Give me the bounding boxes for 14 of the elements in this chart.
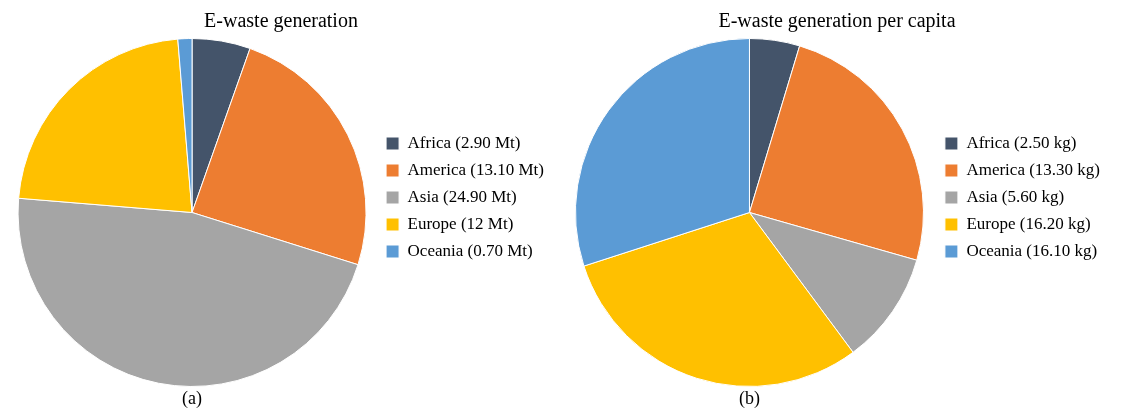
- legend-label: Oceania (16.10 kg): [966, 240, 1098, 260]
- legend-label: Africa (2.90 Mt): [407, 132, 521, 152]
- legend-label: Europe (12 Mt): [407, 213, 514, 233]
- legend-label: America (13.30 kg): [966, 159, 1100, 179]
- chart-title: E-waste generation per capita: [718, 9, 956, 33]
- text: (b): [738, 388, 760, 410]
- legend-label: America (13.10 Mt): [407, 159, 545, 179]
- chart-title: E-waste generation: [204, 9, 358, 33]
- legend-label: Europe (16.20 kg): [966, 213, 1091, 233]
- legend-label: Oceania (0.70 Mt): [407, 240, 533, 260]
- text: (a): [182, 388, 203, 410]
- legend-label: Africa (2.50 kg): [966, 132, 1077, 152]
- legend-label: Asia (24.90 Mt): [407, 186, 517, 206]
- legend-label: Asia (5.60 kg): [966, 186, 1065, 206]
